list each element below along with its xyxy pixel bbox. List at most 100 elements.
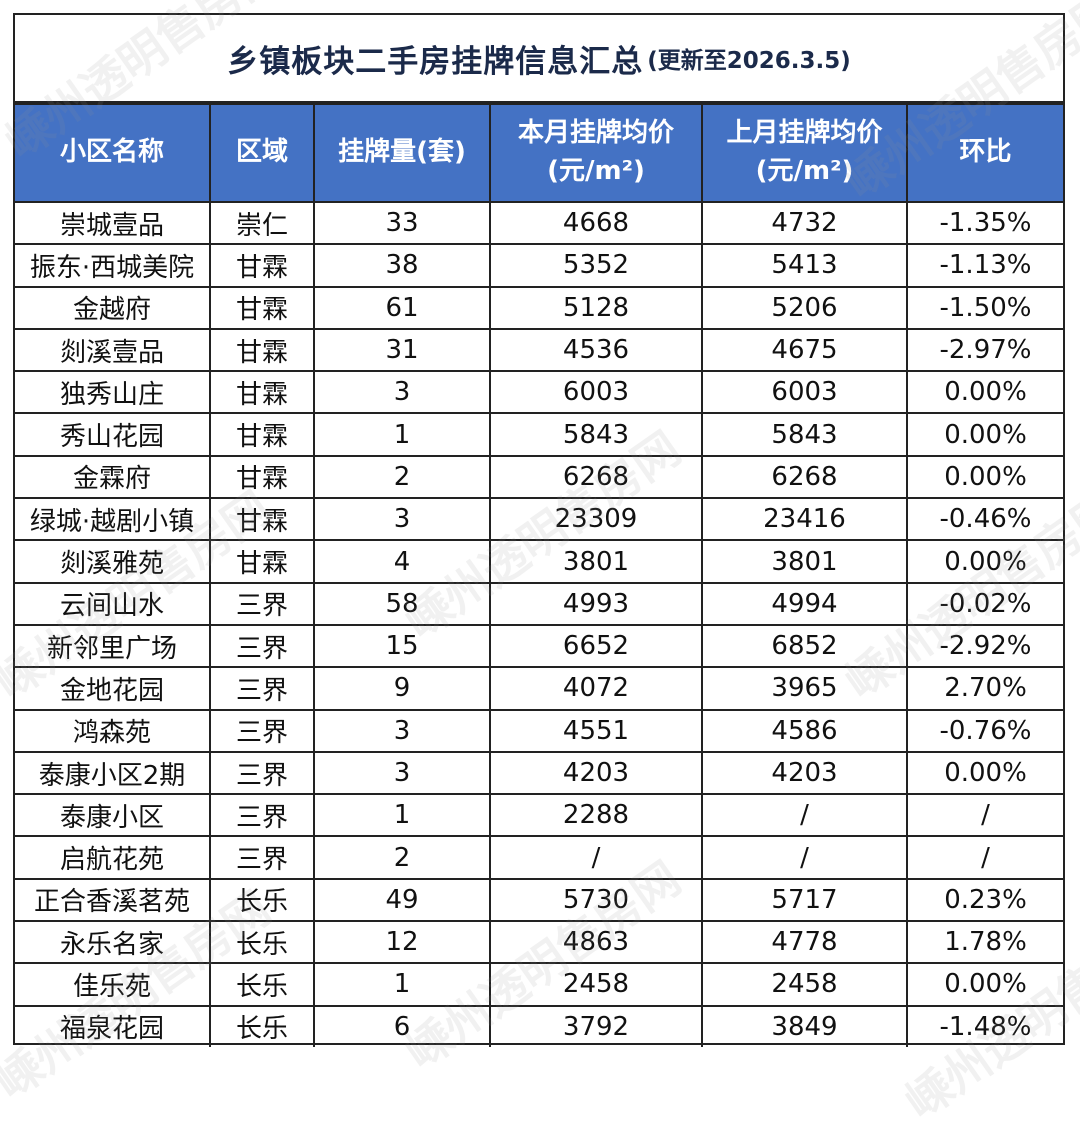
table-row: 泰康小区2期 三界 3 4203 4203 0.00%	[15, 750, 1063, 796]
cell-previous-price: 2458	[701, 962, 908, 1007]
header-change: 环比	[906, 103, 1063, 203]
cell-current-price: 4536	[489, 327, 703, 373]
header-current-price: 本月挂牌均价 (元/m²)	[489, 103, 703, 203]
cell-previous-price: 5843	[701, 412, 908, 457]
cell-current-price: 4551	[489, 708, 703, 753]
cell-name: 金地花园	[15, 666, 211, 711]
cell-previous-price: 6003	[701, 370, 908, 415]
cell-change: /	[906, 793, 1063, 838]
table-row: 金地花园 三界 9 4072 3965 2.70%	[15, 666, 1063, 711]
cell-change: 0.00%	[906, 454, 1063, 500]
cell-area: 甘霖	[209, 243, 315, 288]
table-row: 福泉花园 长乐 6 3792 3849 -1.48%	[15, 1004, 1063, 1047]
cell-current-price: 4863	[489, 920, 703, 965]
header-previous-price-line1: 上月挂牌均价	[726, 118, 883, 149]
cell-area: 甘霖	[209, 285, 315, 330]
cell-current-price: 5843	[489, 412, 703, 457]
cell-change: 0.23%	[906, 877, 1063, 923]
cell-current-price: 4072	[489, 666, 703, 711]
cell-current-price: 4203	[489, 750, 703, 796]
cell-current-price: 5352	[489, 243, 703, 288]
cell-name: 泰康小区2期	[15, 750, 211, 796]
cell-count: 2	[313, 835, 491, 880]
table-row: 秀山花园 甘霖 1 5843 5843 0.00%	[15, 412, 1063, 457]
cell-name: 独秀山庄	[15, 370, 211, 415]
cell-previous-price: /	[701, 835, 908, 880]
table-row: 剡溪雅苑 甘霖 4 3801 3801 0.00%	[15, 539, 1063, 584]
cell-count: 3	[313, 370, 491, 415]
cell-count: 9	[313, 666, 491, 711]
table-row: 剡溪壹品 甘霖 31 4536 4675 -2.97%	[15, 327, 1063, 373]
header-current-price-unit: (元/m²)	[547, 156, 645, 186]
cell-name: 永乐名家	[15, 920, 211, 965]
cell-current-price: 6003	[489, 370, 703, 415]
table-row: 金越府 甘霖 61 5128 5206 -1.50%	[15, 285, 1063, 330]
cell-area: 三界	[209, 793, 315, 838]
cell-previous-price: 4586	[701, 708, 908, 753]
cell-change: -1.13%	[906, 243, 1063, 288]
cell-count: 3	[313, 750, 491, 796]
table-row: 永乐名家 长乐 12 4863 4778 1.78%	[15, 920, 1063, 965]
cell-count: 3	[313, 497, 491, 542]
cell-name: 新邻里广场	[15, 623, 211, 669]
cell-previous-price: 4732	[701, 200, 908, 246]
cell-area: 崇仁	[209, 200, 315, 246]
cell-name: 金越府	[15, 285, 211, 330]
cell-current-price: 4993	[489, 581, 703, 626]
cell-change: -2.97%	[906, 327, 1063, 373]
cell-change: 0.00%	[906, 370, 1063, 415]
cell-change: -0.02%	[906, 581, 1063, 626]
cell-name: 启航花苑	[15, 835, 211, 880]
header-previous-price: 上月挂牌均价 (元/m²)	[701, 103, 908, 203]
cell-change: 2.70%	[906, 666, 1063, 711]
cell-previous-price: 5413	[701, 243, 908, 288]
cell-name: 崇城壹品	[15, 200, 211, 246]
cell-area: 长乐	[209, 962, 315, 1007]
table-row: 正合香溪茗苑 长乐 49 5730 5717 0.23%	[15, 877, 1063, 923]
cell-previous-price: 3849	[701, 1004, 908, 1047]
cell-change: 0.00%	[906, 750, 1063, 796]
cell-previous-price: 4994	[701, 581, 908, 626]
table-title: 乡镇板块二手房挂牌信息汇总 (更新至2026.3.5)	[15, 15, 1063, 103]
cell-count: 58	[313, 581, 491, 626]
cell-change: -1.48%	[906, 1004, 1063, 1047]
cell-name: 秀山花园	[15, 412, 211, 457]
cell-count: 38	[313, 243, 491, 288]
header-name: 小区名称	[15, 103, 211, 203]
cell-count: 1	[313, 412, 491, 457]
cell-change: -0.46%	[906, 497, 1063, 542]
cell-previous-price: 4203	[701, 750, 908, 796]
cell-change: -0.76%	[906, 708, 1063, 753]
cell-current-price: /	[489, 835, 703, 880]
cell-count: 1	[313, 793, 491, 838]
title-main: 乡镇板块二手房挂牌信息汇总	[227, 43, 644, 80]
cell-area: 长乐	[209, 1004, 315, 1047]
cell-area: 三界	[209, 666, 315, 711]
cell-current-price: 5128	[489, 285, 703, 330]
cell-current-price: 5730	[489, 877, 703, 923]
cell-count: 61	[313, 285, 491, 330]
cell-area: 甘霖	[209, 327, 315, 373]
cell-current-price: 3792	[489, 1004, 703, 1047]
cell-name: 剡溪壹品	[15, 327, 211, 373]
cell-count: 1	[313, 962, 491, 1007]
cell-count: 12	[313, 920, 491, 965]
table-row: 振东·西城美院 甘霖 38 5352 5413 -1.13%	[15, 243, 1063, 288]
cell-current-price: 6652	[489, 623, 703, 669]
cell-change: /	[906, 835, 1063, 880]
cell-previous-price: 5206	[701, 285, 908, 330]
cell-previous-price: /	[701, 793, 908, 838]
cell-name: 泰康小区	[15, 793, 211, 838]
cell-count: 15	[313, 623, 491, 669]
cell-name: 金霖府	[15, 454, 211, 500]
title-update-date: (更新至2026.3.5)	[647, 48, 851, 74]
table-row: 鸿森苑 三界 3 4551 4586 -0.76%	[15, 708, 1063, 753]
cell-previous-price: 3965	[701, 666, 908, 711]
cell-current-price: 2458	[489, 962, 703, 1007]
cell-count: 33	[313, 200, 491, 246]
cell-count: 31	[313, 327, 491, 373]
cell-change: 0.00%	[906, 539, 1063, 584]
cell-current-price: 3801	[489, 539, 703, 584]
header-area: 区域	[209, 103, 315, 203]
table-row: 佳乐苑 长乐 1 2458 2458 0.00%	[15, 962, 1063, 1007]
